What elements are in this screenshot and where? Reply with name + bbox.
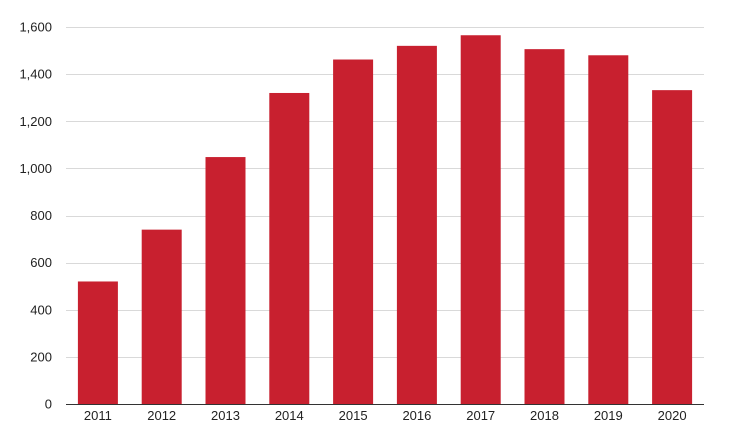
x-tick-label: 2011 xyxy=(84,408,112,423)
x-tick-label: 2014 xyxy=(275,408,304,423)
bar-2015[interactable] xyxy=(333,59,374,405)
bar-2011[interactable] xyxy=(77,281,118,404)
x-tick-labels: 2011 2012 2013 2014 2015 2016 2017 2018 2019 2020 xyxy=(84,408,687,423)
bar-2020[interactable] xyxy=(652,90,693,405)
y-tick-label: 200 xyxy=(30,349,52,364)
bar-2017[interactable] xyxy=(460,35,501,404)
x-tick-label: 2018 xyxy=(530,408,559,423)
x-tick-label: 2013 xyxy=(211,408,240,423)
bar-2016[interactable] xyxy=(396,45,437,404)
x-tick-label: 2020 xyxy=(658,408,687,423)
y-tick-label: 1,200 xyxy=(19,114,52,129)
y-tick-label: 1,600 xyxy=(19,20,52,35)
bar-2013[interactable] xyxy=(205,157,246,404)
y-tick-label: 1,400 xyxy=(19,67,52,82)
y-tick-label: 0 xyxy=(45,397,52,412)
y-tick-labels: 0 200 400 600 800 1,000 1,200 1,400 1,600 xyxy=(19,20,52,412)
x-tick-label: 2016 xyxy=(402,408,431,423)
x-tick-label: 2017 xyxy=(466,408,495,423)
x-tick-label: 2012 xyxy=(147,408,176,423)
bar-2012[interactable] xyxy=(141,229,182,404)
y-tick-label: 600 xyxy=(30,255,52,270)
bar-2018[interactable] xyxy=(524,49,565,405)
y-tick-label: 1,000 xyxy=(19,161,52,176)
bar-2019[interactable] xyxy=(588,55,629,405)
x-tick-label: 2019 xyxy=(594,408,623,423)
bar-2014[interactable] xyxy=(269,92,310,404)
y-tick-label: 800 xyxy=(30,208,52,223)
bars xyxy=(77,35,693,405)
y-tick-label: 400 xyxy=(30,302,52,317)
x-tick-label: 2015 xyxy=(339,408,368,423)
